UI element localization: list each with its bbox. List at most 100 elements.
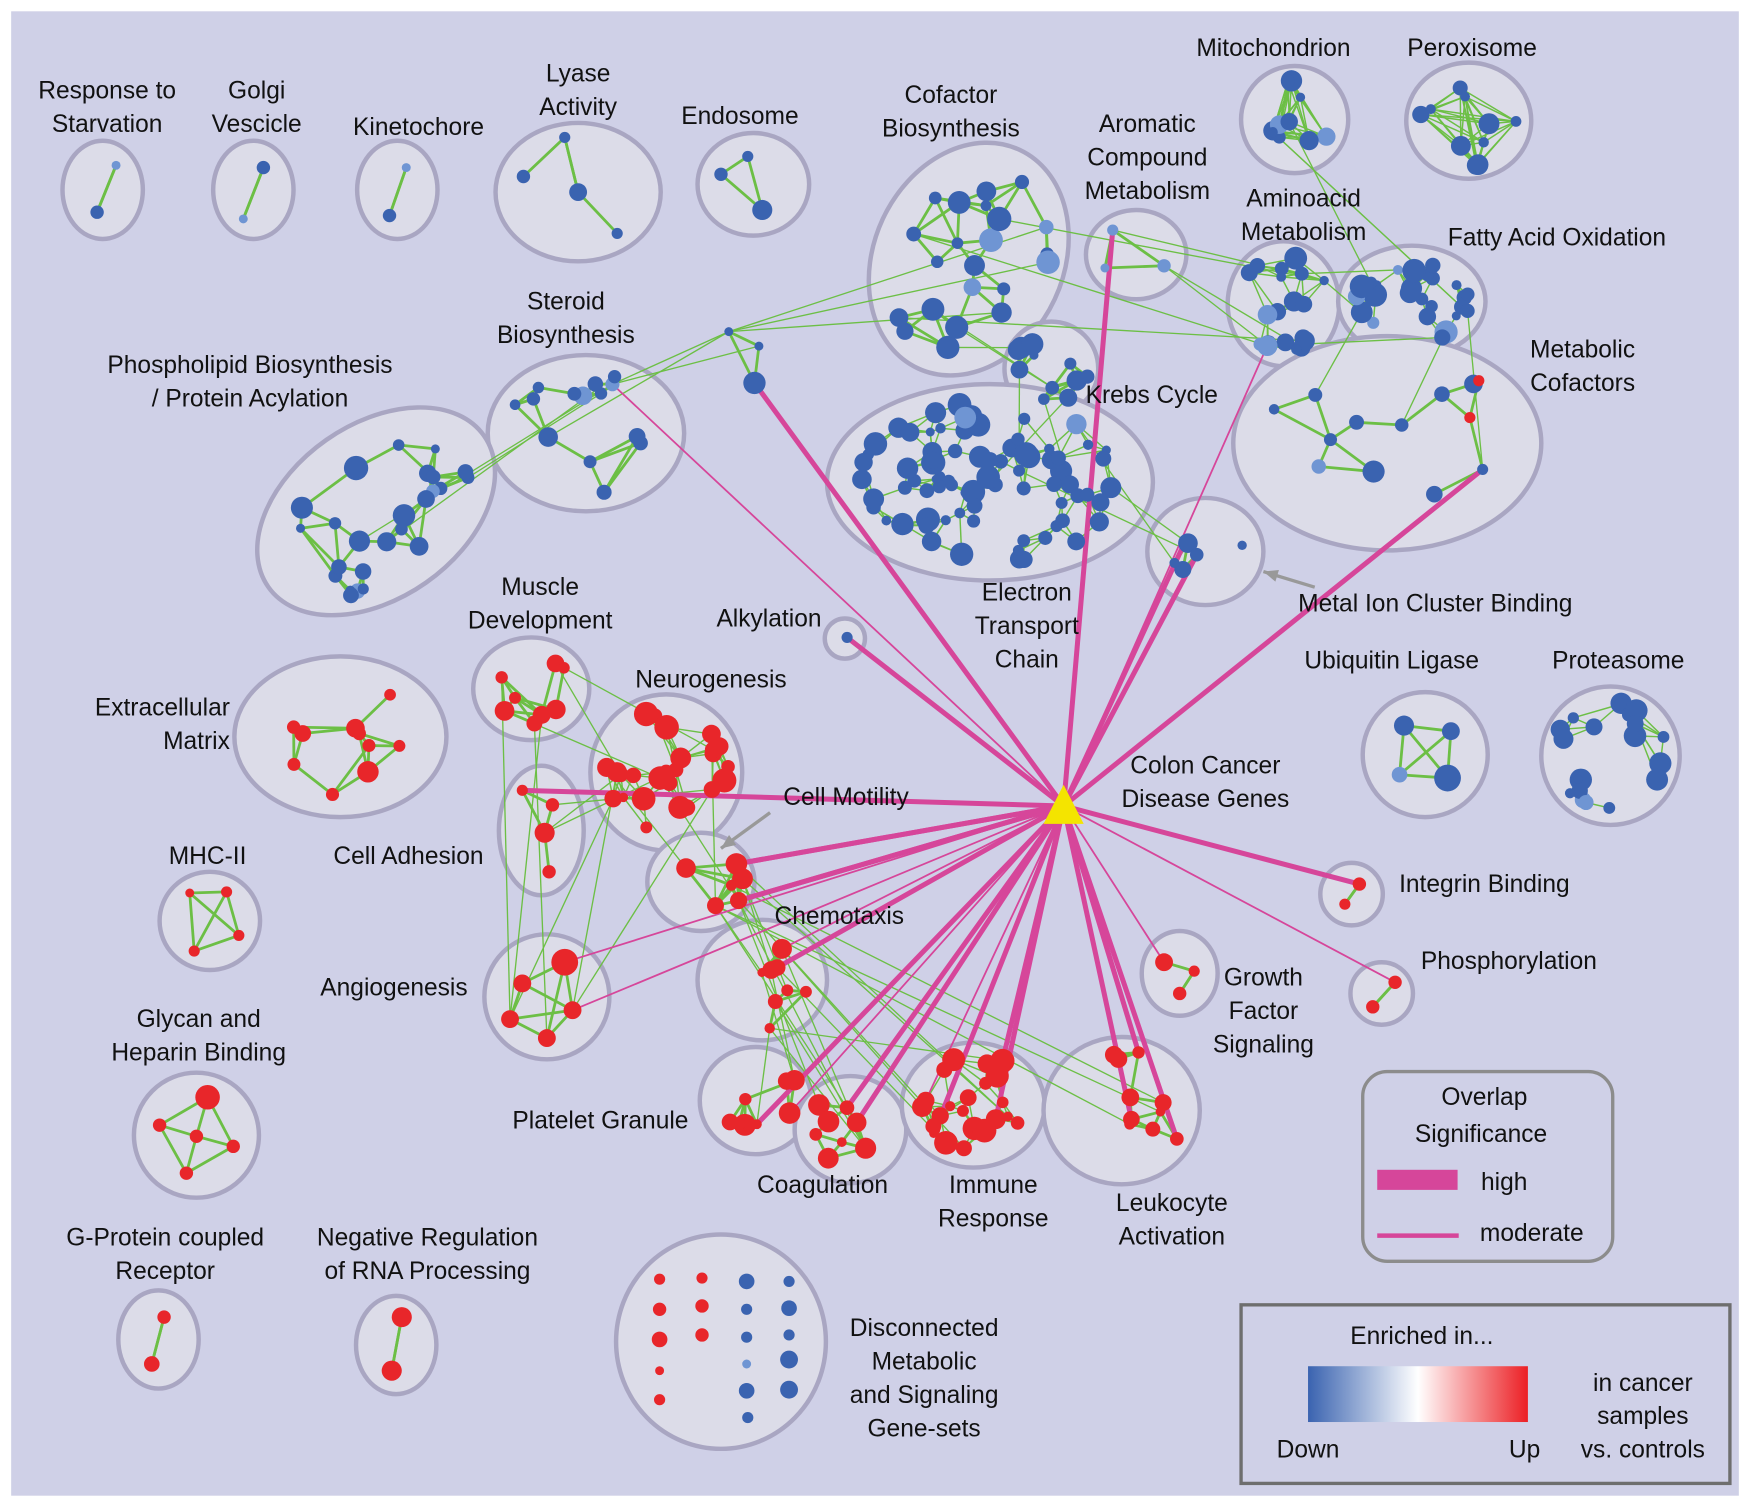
gene-set-node[interactable] (1169, 557, 1180, 568)
gene-set-node[interactable] (809, 1128, 823, 1141)
gene-set-node[interactable] (607, 370, 622, 384)
gene-set-node[interactable] (752, 199, 773, 221)
gene-set-node[interactable] (559, 131, 571, 144)
gene-set-node[interactable] (542, 865, 556, 879)
gene-set-node[interactable] (1339, 898, 1351, 910)
gene-set-node[interactable] (325, 787, 340, 802)
gene-set-node[interactable] (286, 720, 301, 734)
gene-set-node[interactable] (654, 1273, 666, 1285)
gene-set-node[interactable] (1017, 534, 1031, 547)
gene-set-node[interactable] (954, 406, 977, 429)
gene-set-node[interactable] (1362, 460, 1385, 483)
gene-set-node[interactable] (676, 858, 696, 878)
gene-set-node[interactable] (778, 1102, 801, 1124)
gene-set-node[interactable] (967, 514, 981, 528)
gene-set-node[interactable] (1091, 493, 1110, 512)
gene-set-node[interactable] (930, 255, 944, 269)
gene-set-node[interactable] (926, 537, 937, 548)
gene-set-node[interactable] (538, 427, 558, 447)
gene-set-node[interactable] (951, 237, 964, 250)
gene-set-node[interactable] (1624, 699, 1648, 722)
gene-set-node[interactable] (628, 428, 646, 445)
gene-set-node[interactable] (509, 691, 521, 704)
gene-set-node[interactable] (987, 206, 1012, 232)
gene-set-node[interactable] (516, 169, 531, 184)
gene-set-node[interactable] (1010, 360, 1029, 379)
gene-set-node[interactable] (757, 968, 767, 977)
gene-set-node[interactable] (1280, 112, 1298, 131)
gene-set-node[interactable] (1603, 802, 1616, 814)
gene-set-node[interactable] (401, 163, 411, 173)
gene-set-node[interactable] (1434, 386, 1450, 402)
gene-set-node[interactable] (1281, 74, 1295, 88)
gene-set-node[interactable] (1012, 544, 1024, 556)
gene-set-node[interactable] (1352, 877, 1367, 891)
gene-set-node[interactable] (513, 974, 532, 993)
gene-set-node[interactable] (1441, 722, 1460, 741)
gene-set-node[interactable] (783, 1275, 795, 1287)
gene-set-node[interactable] (918, 517, 935, 534)
gene-set-node[interactable] (392, 439, 405, 451)
gene-set-node[interactable] (725, 853, 748, 875)
gene-set-node[interactable] (654, 715, 679, 740)
gene-set-node[interactable] (754, 341, 764, 351)
gene-set-node[interactable] (1021, 333, 1044, 356)
gene-set-node[interactable] (343, 587, 359, 604)
gene-set-node[interactable] (1055, 513, 1070, 529)
gene-set-node[interactable] (919, 483, 935, 499)
gene-set-node[interactable] (945, 315, 969, 339)
gene-set-node[interactable] (648, 766, 672, 790)
gene-set-node[interactable] (604, 789, 622, 808)
gene-set-node[interactable] (725, 879, 737, 891)
gene-set-node[interactable] (1018, 412, 1031, 425)
gene-set-node[interactable] (1038, 393, 1050, 405)
gene-set-node[interactable] (1295, 92, 1306, 102)
gene-set-node[interactable] (1477, 463, 1489, 475)
gene-set-node[interactable] (195, 1084, 220, 1110)
gene-set-node[interactable] (1002, 1111, 1013, 1122)
gene-set-node[interactable] (652, 1302, 667, 1316)
gene-set-node[interactable] (1466, 155, 1487, 175)
gene-set-node[interactable] (668, 795, 692, 819)
gene-set-node[interactable] (587, 376, 604, 392)
gene-set-node[interactable] (1349, 274, 1374, 299)
gene-set-node[interactable] (362, 739, 376, 753)
gene-set-node[interactable] (563, 1001, 582, 1020)
gene-set-node[interactable] (1571, 782, 1588, 799)
gene-set-node[interactable] (526, 392, 541, 406)
gene-set-node[interactable] (1276, 333, 1295, 352)
gene-set-node[interactable] (961, 479, 986, 504)
gene-set-node[interactable] (651, 1331, 668, 1348)
gene-set-node[interactable] (633, 701, 659, 727)
gene-set-node[interactable] (143, 1356, 160, 1372)
gene-set-node[interactable] (817, 1110, 840, 1133)
gene-set-node[interactable] (1039, 219, 1054, 235)
gene-set-node[interactable] (1038, 530, 1053, 545)
gene-set-node[interactable] (1646, 768, 1669, 791)
gene-set-node[interactable] (546, 699, 566, 720)
gene-set-node[interactable] (960, 487, 971, 498)
gene-set-node[interactable] (256, 160, 271, 175)
gene-set-node[interactable] (1189, 547, 1204, 562)
gene-set-node[interactable] (1349, 414, 1364, 430)
gene-set-node[interactable] (1045, 380, 1060, 395)
gene-set-node[interactable] (1295, 295, 1313, 313)
gene-set-node[interactable] (762, 961, 781, 979)
gene-set-node[interactable] (1067, 532, 1086, 551)
gene-set-node[interactable] (783, 1329, 795, 1341)
gene-set-node[interactable] (1311, 459, 1326, 474)
gene-set-node[interactable] (714, 167, 728, 181)
gene-set-node[interactable] (409, 536, 429, 556)
gene-set-node[interactable] (391, 1307, 412, 1328)
gene-set-node[interactable] (1268, 404, 1280, 415)
gene-set-node[interactable] (1155, 953, 1173, 972)
gene-set-node[interactable] (152, 1118, 167, 1132)
gene-set-node[interactable] (947, 191, 971, 214)
gene-set-node[interactable] (393, 739, 406, 752)
gene-set-node[interactable] (1649, 752, 1672, 775)
gene-set-node[interactable] (426, 469, 441, 485)
gene-set-node[interactable] (417, 490, 435, 508)
gene-set-node[interactable] (537, 1029, 556, 1048)
gene-set-node[interactable] (707, 897, 724, 915)
gene-set-node[interactable] (724, 327, 734, 337)
